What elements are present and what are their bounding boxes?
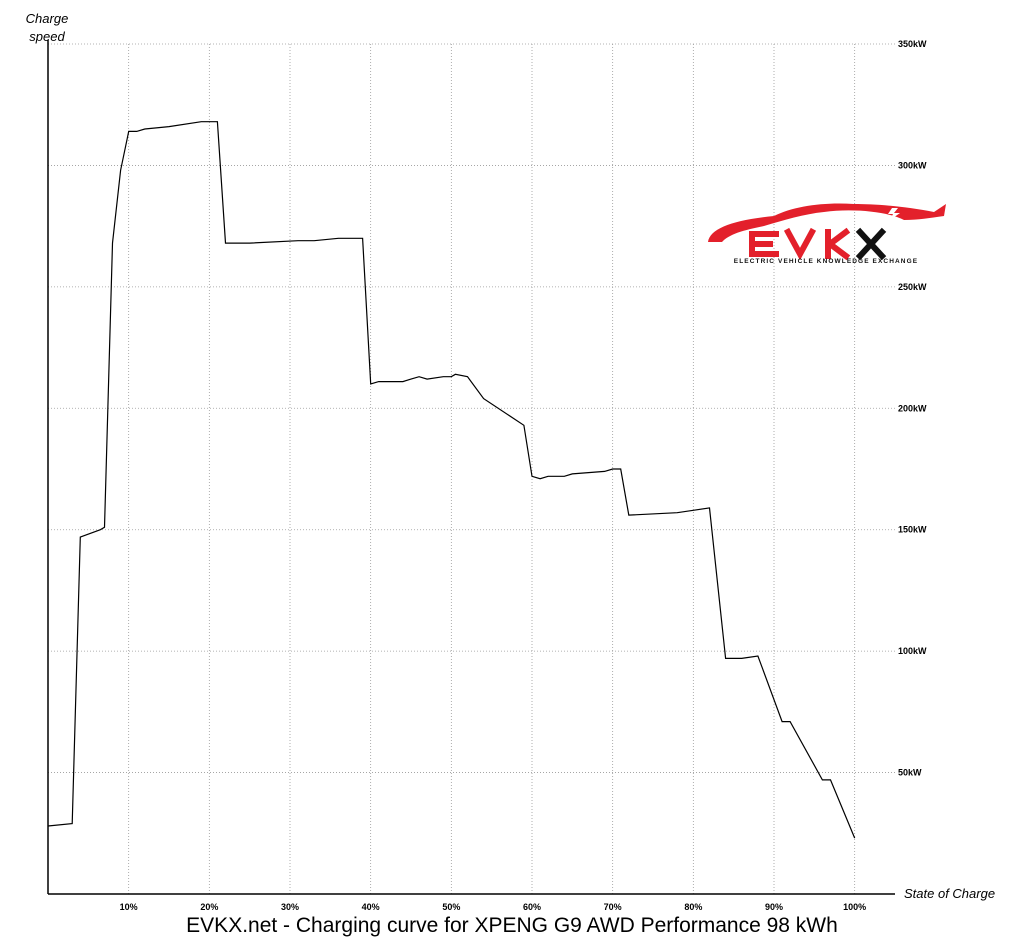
- y-tick-label: 250kW: [898, 282, 927, 292]
- x-axis-title: State of Charge: [904, 886, 996, 901]
- x-tick-label: 20%: [200, 902, 218, 912]
- x-tick-label: 100%: [843, 902, 866, 912]
- evkx-car-silhouette-icon: [708, 203, 946, 261]
- y-tick-label: 350kW: [898, 39, 927, 49]
- y-axis-title: Charge speed: [22, 10, 72, 46]
- x-tick-label: 90%: [765, 902, 783, 912]
- evkx-logo: ELECTRIC VEHICLE KNOWLEDGE EXCHANGE: [704, 198, 948, 272]
- x-tick-label: 80%: [684, 902, 702, 912]
- x-tick-label: 70%: [604, 902, 622, 912]
- y-tick-label: 300kW: [898, 160, 927, 170]
- evkx-tagline: ELECTRIC VEHICLE KNOWLEDGE EXCHANGE: [733, 258, 919, 265]
- x-tick-label: 10%: [120, 902, 138, 912]
- chart-caption: EVKX.net - Charging curve for XPENG G9 A…: [186, 914, 838, 937]
- x-tick-label: 30%: [281, 902, 299, 912]
- x-tick-label: 40%: [362, 902, 380, 912]
- x-tick-label: 50%: [442, 902, 460, 912]
- y-axis-title-text: Charge speed: [25, 11, 69, 44]
- y-tick-label: 100kW: [898, 646, 927, 656]
- y-tick-label: 150kW: [898, 525, 927, 535]
- grid: [48, 43, 895, 894]
- y-tick-label: 200kW: [898, 403, 927, 413]
- y-tick-label: 50kW: [898, 768, 922, 778]
- x-tick-label: 60%: [523, 902, 541, 912]
- charging-curve-line: [47, 121, 856, 839]
- axes: [47, 40, 895, 895]
- x-tick-labels: 10% 20% 30% 40% 50% 60% 70% 80% 90% 100%: [120, 902, 867, 912]
- y-tick-labels: 50kW 100kW 150kW 200kW 250kW 300kW 350kW: [898, 39, 927, 778]
